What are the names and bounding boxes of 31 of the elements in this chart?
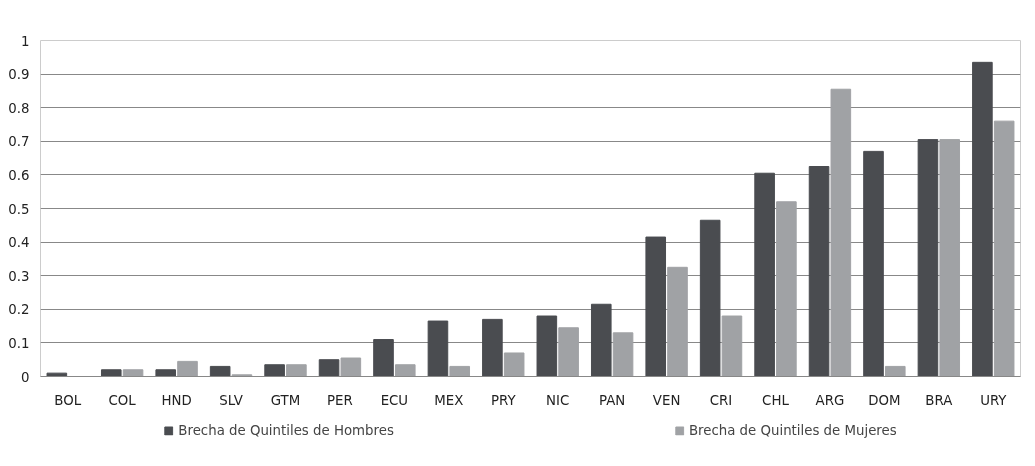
y-tick-label: 0.4 (8, 235, 30, 251)
x-tick-label: PRY (490, 392, 517, 408)
y-tick-label: 1 (21, 33, 30, 49)
y-tick-label: 0.1 (8, 335, 30, 351)
x-tick-label: MEX (434, 392, 464, 408)
x-tick-label: CRI (709, 392, 733, 408)
x-tick-label: PER (327, 392, 353, 408)
x-tick-label: HND (161, 392, 192, 408)
y-tick-label: 0.5 (8, 201, 30, 217)
y-tick-label: 0.7 (8, 134, 30, 150)
y-tick-label: 0.2 (8, 302, 30, 318)
x-tick-label: PAN (599, 392, 626, 408)
y-tick-label: 0.9 (8, 67, 30, 83)
x-tick-label: NIC (546, 392, 570, 408)
x-tick-label: COL (108, 392, 137, 408)
x-tick-label: URY (980, 392, 1008, 408)
x-tick-label: ARG (815, 392, 845, 408)
legend-label: Brecha de Quintiles de Mujeres (688, 422, 897, 438)
x-tick-label: BRA (925, 392, 953, 408)
x-tick-label: BOL (54, 392, 82, 408)
x-tick-label: CHL (762, 392, 790, 408)
x-tick-label: GTM (270, 392, 301, 408)
y-tick-label: 0 (21, 369, 30, 385)
y-tick-label: 0.8 (8, 100, 30, 116)
y-tick-label: 0.6 (8, 167, 30, 183)
x-tick-label: ECU (380, 392, 409, 408)
x-tick-label: VEN (652, 392, 681, 408)
x-tick-label: SLV (219, 392, 243, 408)
legend-label: Brecha de Quintiles de Hombres (178, 422, 394, 438)
y-tick-label: 0.3 (8, 268, 30, 284)
x-tick-label: DOM (868, 392, 901, 408)
